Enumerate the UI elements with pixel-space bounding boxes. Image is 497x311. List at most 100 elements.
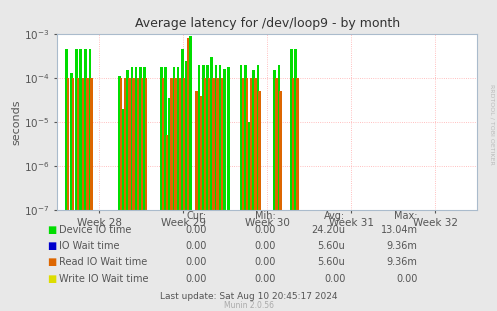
- Text: 0.00: 0.00: [254, 258, 276, 267]
- Bar: [290, 49, 293, 210]
- Bar: [132, 78, 135, 210]
- Bar: [162, 78, 164, 210]
- Bar: [170, 78, 172, 210]
- Bar: [258, 91, 261, 210]
- Bar: [141, 78, 143, 210]
- Text: 5.60u: 5.60u: [318, 241, 345, 251]
- Bar: [273, 70, 276, 210]
- Bar: [118, 76, 121, 210]
- Text: 0.00: 0.00: [324, 274, 345, 284]
- Bar: [72, 78, 75, 210]
- Text: 0.00: 0.00: [254, 241, 276, 251]
- Bar: [135, 67, 137, 210]
- Bar: [294, 49, 297, 210]
- Y-axis label: seconds: seconds: [11, 99, 21, 145]
- Bar: [250, 78, 252, 210]
- Text: ■: ■: [47, 258, 57, 267]
- Text: Avg:: Avg:: [324, 211, 345, 221]
- Text: 9.36m: 9.36m: [387, 258, 417, 267]
- Bar: [139, 67, 142, 210]
- Text: Cur:: Cur:: [186, 211, 206, 221]
- Text: 0.00: 0.00: [185, 274, 206, 284]
- Bar: [84, 49, 87, 210]
- Bar: [208, 78, 210, 210]
- Bar: [145, 78, 148, 210]
- Bar: [120, 78, 122, 210]
- Text: Write IO Wait time: Write IO Wait time: [59, 274, 148, 284]
- Bar: [256, 65, 259, 210]
- Bar: [195, 91, 198, 210]
- Bar: [172, 67, 175, 210]
- Text: 0.00: 0.00: [254, 274, 276, 284]
- Bar: [189, 36, 192, 210]
- Bar: [90, 78, 93, 210]
- Text: 0.00: 0.00: [254, 225, 276, 235]
- Bar: [275, 78, 278, 210]
- Bar: [183, 78, 185, 210]
- Text: ■: ■: [47, 274, 57, 284]
- Bar: [177, 67, 179, 210]
- Bar: [187, 39, 189, 210]
- Text: 5.60u: 5.60u: [318, 258, 345, 267]
- Text: Munin 2.0.56: Munin 2.0.56: [224, 301, 273, 310]
- Bar: [70, 73, 73, 210]
- Text: Min:: Min:: [255, 211, 276, 221]
- Bar: [216, 78, 219, 210]
- Bar: [221, 78, 223, 210]
- Bar: [160, 67, 163, 210]
- Text: 0.00: 0.00: [185, 258, 206, 267]
- Text: Read IO Wait time: Read IO Wait time: [59, 258, 147, 267]
- Bar: [65, 49, 68, 210]
- Bar: [244, 65, 247, 210]
- Bar: [292, 78, 294, 210]
- Bar: [82, 78, 84, 210]
- Bar: [80, 49, 82, 210]
- Text: IO Wait time: IO Wait time: [59, 241, 119, 251]
- Bar: [206, 65, 209, 210]
- Bar: [278, 65, 280, 210]
- Bar: [143, 67, 146, 210]
- Bar: [240, 65, 243, 210]
- Bar: [77, 78, 80, 210]
- Bar: [223, 69, 226, 210]
- Bar: [126, 70, 129, 210]
- Bar: [174, 78, 177, 210]
- Text: 0.00: 0.00: [185, 225, 206, 235]
- Bar: [128, 78, 131, 210]
- Bar: [185, 61, 188, 210]
- Text: 9.36m: 9.36m: [387, 241, 417, 251]
- Bar: [124, 78, 126, 210]
- Bar: [252, 70, 255, 210]
- Bar: [254, 78, 256, 210]
- Text: 24.20u: 24.20u: [312, 225, 345, 235]
- Bar: [67, 78, 70, 210]
- Text: Last update: Sat Aug 10 20:45:17 2024: Last update: Sat Aug 10 20:45:17 2024: [160, 291, 337, 300]
- Bar: [168, 98, 171, 210]
- Bar: [227, 67, 230, 210]
- Bar: [164, 67, 167, 210]
- Text: 0.00: 0.00: [185, 241, 206, 251]
- Bar: [202, 65, 205, 210]
- Bar: [204, 78, 206, 210]
- Bar: [198, 65, 200, 210]
- Text: Max:: Max:: [394, 211, 417, 221]
- Title: Average latency for /dev/loop9 - by month: Average latency for /dev/loop9 - by mont…: [135, 17, 400, 30]
- Bar: [219, 65, 221, 210]
- Bar: [122, 109, 125, 210]
- Bar: [181, 49, 183, 210]
- Text: RRDTOOL / TOBI OETIKER: RRDTOOL / TOBI OETIKER: [490, 84, 495, 165]
- Text: 13.04m: 13.04m: [381, 225, 417, 235]
- Bar: [88, 49, 91, 210]
- Bar: [137, 78, 139, 210]
- Text: ■: ■: [47, 225, 57, 235]
- Bar: [246, 78, 248, 210]
- Bar: [75, 49, 78, 210]
- Bar: [248, 122, 251, 210]
- Bar: [296, 78, 299, 210]
- Bar: [215, 65, 217, 210]
- Bar: [178, 78, 181, 210]
- Bar: [212, 78, 215, 210]
- Bar: [242, 78, 244, 210]
- Bar: [86, 78, 88, 210]
- Text: Device IO time: Device IO time: [59, 225, 131, 235]
